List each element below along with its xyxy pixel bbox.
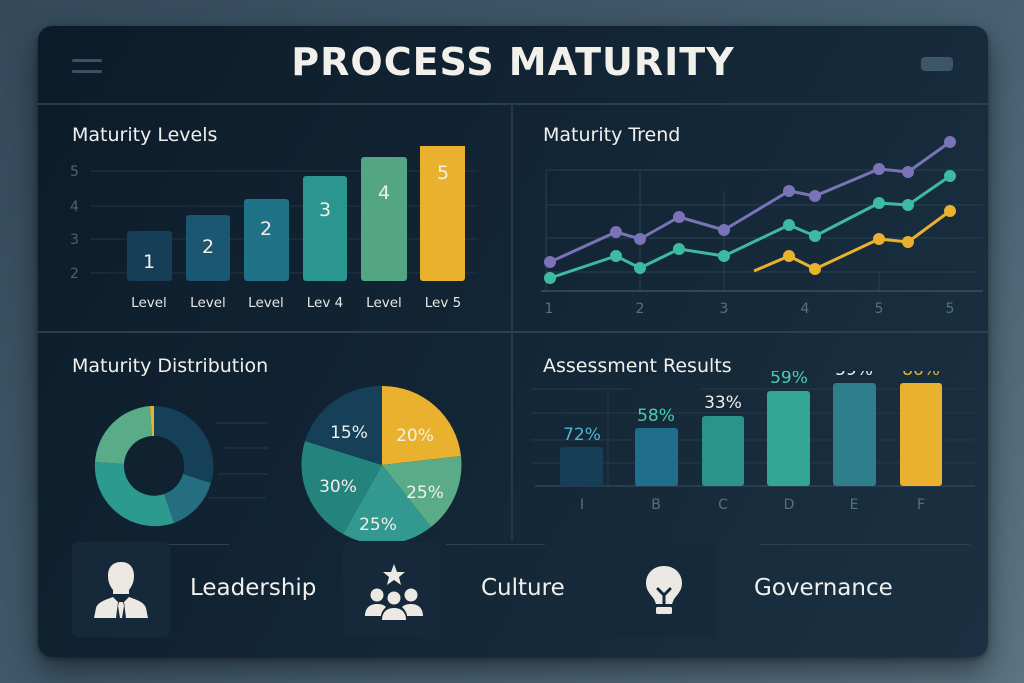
y-tick: 4 <box>70 199 79 215</box>
divider-line <box>446 544 545 545</box>
pie-label: 25% <box>359 515 397 535</box>
bar-4[interactable] <box>303 176 347 281</box>
x-label: Lev 4 <box>307 295 343 311</box>
maturity-distribution-charts: 15% 20% 25% 25% 30% <box>94 386 462 541</box>
horizontal-divider <box>38 331 988 333</box>
bar-value: 2 <box>260 218 272 240</box>
pie-chart[interactable] <box>301 386 462 541</box>
series-purple-line <box>549 140 951 264</box>
divider-line <box>760 544 970 545</box>
pie-label: 15% <box>330 423 368 443</box>
category-label: Leadership <box>190 575 317 601</box>
bar-D[interactable] <box>767 391 810 486</box>
bar-I[interactable] <box>560 447 603 486</box>
dashboard-window: PROCESS MATURITY Maturity Levels 5 4 3 2 <box>38 26 988 657</box>
pie-label: 20% <box>396 426 434 446</box>
y-tick: 2 <box>70 266 79 282</box>
maturity-levels-title: Maturity Levels <box>72 124 218 146</box>
bar-value: 3 <box>319 199 331 221</box>
bar-5[interactable] <box>361 157 407 281</box>
team-star-icon <box>365 564 423 620</box>
x-label: Level <box>248 295 284 311</box>
bar-value: 59% <box>770 371 808 388</box>
bar-value: 5 <box>437 162 449 184</box>
legend-lines <box>208 422 268 499</box>
x-tick: I <box>580 497 584 513</box>
x-label: Level <box>131 295 167 311</box>
bar-E[interactable] <box>833 383 876 486</box>
assessment-results-chart: 72% 58% 33% 59% 59% 86% I B C D E F <box>531 371 975 513</box>
hamburger-menu-icon[interactable] <box>72 59 102 73</box>
bar-value: 1 <box>143 251 155 273</box>
bar-F[interactable] <box>900 383 942 486</box>
y-tick: 5 <box>70 164 79 180</box>
bar-value: 4 <box>378 182 390 204</box>
x-tick: B <box>651 497 661 513</box>
bar-value: 2 <box>202 236 214 258</box>
vertical-divider <box>511 103 513 541</box>
bar-value: 33% <box>704 393 742 413</box>
bar-6[interactable] <box>420 146 465 281</box>
bar-value: 86% <box>902 371 940 380</box>
category-card-leadership[interactable] <box>72 542 170 637</box>
maturity-distribution-title: Maturity Distribution <box>72 355 269 377</box>
series-teal-points <box>544 170 956 284</box>
x-label: Level <box>190 295 226 311</box>
bar-value: 58% <box>637 406 675 426</box>
category-card-culture[interactable] <box>343 542 441 637</box>
x-label: Lev 5 <box>425 295 461 311</box>
pie-label: 25% <box>406 483 444 503</box>
x-label: Level <box>366 295 402 311</box>
x-tick: D <box>784 497 795 513</box>
maturity-trend-title: Maturity Trend <box>543 124 681 146</box>
assessment-results-title: Assessment Results <box>543 355 732 377</box>
x-tick: E <box>850 497 859 513</box>
header-bar: PROCESS MATURITY <box>38 26 988 105</box>
businessman-icon <box>94 562 148 618</box>
category-card-governance[interactable] <box>612 542 716 637</box>
category-label: Culture <box>481 575 565 601</box>
bar-3[interactable] <box>244 199 289 281</box>
x-tick: 5 <box>946 301 955 317</box>
y-tick: 3 <box>70 232 79 248</box>
bar-value: 59% <box>835 371 873 380</box>
maturity-trend-chart: 1 2 3 4 5 5 <box>541 136 983 317</box>
series-yellow-line <box>753 209 951 273</box>
page-title: PROCESS MATURITY <box>291 40 735 84</box>
x-tick: 5 <box>875 301 884 317</box>
series-teal-line <box>549 174 951 280</box>
bar-2[interactable] <box>186 215 230 281</box>
lightbulb-icon <box>646 566 682 614</box>
maturity-levels-chart: 5 4 3 2 1 2 2 3 4 5 Level Level <box>70 146 478 311</box>
x-tick: 3 <box>720 301 729 317</box>
x-tick: F <box>917 497 925 513</box>
bar-value: 72% <box>563 425 601 445</box>
pie-label: 30% <box>319 477 357 497</box>
series-purple-points <box>544 136 956 268</box>
bar-B[interactable] <box>635 428 678 486</box>
bar-C[interactable] <box>702 416 744 486</box>
category-label: Governance <box>754 575 893 601</box>
x-tick: 4 <box>801 301 810 317</box>
bar-1[interactable] <box>127 231 172 281</box>
divider-line <box>146 544 229 545</box>
x-tick: 2 <box>636 301 645 317</box>
x-tick: 1 <box>545 301 554 317</box>
series-yellow-points <box>783 205 956 275</box>
window-pill-button[interactable] <box>921 57 953 71</box>
x-tick: C <box>718 497 728 513</box>
donut-chart[interactable] <box>94 405 214 527</box>
